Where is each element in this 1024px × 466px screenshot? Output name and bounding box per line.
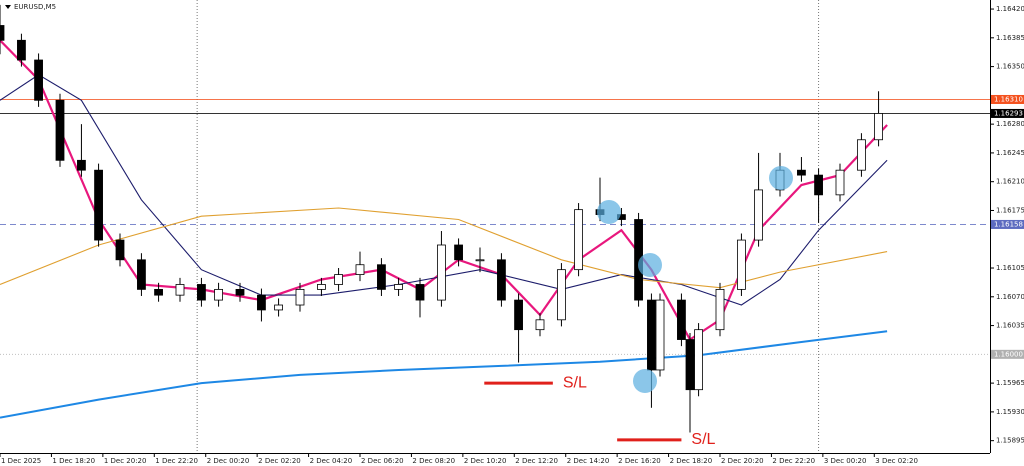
candle-body: [557, 269, 566, 321]
candle-body: [77, 159, 86, 171]
trade-marker: [633, 369, 657, 393]
trade-marker: [769, 166, 793, 190]
candle-body: [835, 169, 845, 196]
candle-body: [317, 284, 326, 290]
candle-body: [94, 169, 103, 241]
y-tick-label: 1.15930: [996, 408, 1024, 416]
candle-body: [0, 25, 5, 41]
candle-body: [355, 264, 365, 275]
moving-average: [0, 330, 888, 419]
y-tick-label: 1.15965: [996, 379, 1024, 387]
y-tick-label: 1.16175: [996, 206, 1024, 214]
y-tick-label: 1.16105: [996, 264, 1024, 272]
candle-body: [694, 329, 703, 391]
candle-body: [647, 299, 656, 371]
y-tick-label: 1.16070: [996, 293, 1024, 301]
x-tick-label: 2 Dec 04:20: [310, 457, 353, 465]
candle-body: [797, 169, 806, 176]
x-tick-label: 2 Dec 14:20: [567, 457, 610, 465]
title-arrow: [5, 5, 11, 9]
candle-body: [257, 294, 266, 311]
candle-body: [154, 288, 163, 296]
candle-body: [535, 319, 545, 331]
candle-body: [857, 139, 866, 171]
candle-body: [754, 189, 763, 241]
y-tick-label: 1.16385: [996, 34, 1024, 42]
candle-body: [394, 284, 403, 290]
y-tick-label: 1.15895: [996, 437, 1024, 445]
x-tick-label: 2 Dec 08:20: [412, 457, 455, 465]
x-tick-label: 2 Dec 12:20: [515, 457, 558, 465]
trade-marker: [597, 200, 621, 224]
stop-loss-label: S/L: [691, 431, 715, 448]
x-tick-label: 2 Dec 06:20: [361, 457, 404, 465]
candle-body: [137, 259, 146, 290]
candle-body: [874, 113, 883, 141]
candle-body: [574, 209, 583, 271]
stop-loss-label: S/L: [563, 374, 587, 391]
price-box-label: 1.16158: [994, 220, 1023, 228]
price-box: [991, 219, 1024, 229]
x-tick-label: 2 Dec 20:20: [721, 457, 764, 465]
candle-body: [295, 288, 305, 306]
candle-body: [677, 299, 686, 340]
candle-body: [475, 259, 485, 262]
y-tick-label: 1.16280: [996, 120, 1024, 128]
candle-body: [55, 99, 65, 161]
candle-body: [437, 244, 446, 301]
trade-marker: [638, 253, 662, 277]
trade-markers: [597, 166, 793, 393]
candle-body: [497, 259, 506, 301]
candle-body: [214, 288, 223, 301]
candle-body: [377, 264, 386, 290]
x-tick-label: 2 Dec 10:20: [464, 457, 507, 465]
x-tick-label: 1 Dec 2025: [1, 457, 41, 465]
y-tick-label: 1.16035: [996, 322, 1024, 330]
y-tick-label: 1.16420: [996, 5, 1024, 13]
price-box-label: 1.16000: [994, 350, 1023, 358]
candle-body: [17, 39, 26, 61]
candle-body: [274, 304, 283, 311]
x-tick-label: 2 Dec 22:20: [772, 457, 815, 465]
x-tick-label: 2 Dec 18:20: [670, 457, 713, 465]
price-box-label: 1.16293: [994, 109, 1023, 117]
moving-average: [0, 207, 888, 289]
candle-body: [415, 284, 425, 301]
price-box: [991, 349, 1024, 359]
candle-body: [334, 274, 343, 285]
candle-body: [235, 288, 245, 296]
candle-body: [814, 174, 823, 196]
candle-body: [454, 244, 463, 261]
x-tick-label: 2 Dec 02:20: [258, 457, 301, 465]
candle-body: [514, 299, 523, 331]
candle-body: [197, 284, 206, 301]
candle-body: [655, 299, 665, 371]
candle-body: [175, 284, 185, 296]
y-tick-label: 1.16210: [996, 178, 1024, 186]
candle-body: [715, 288, 725, 331]
price-box: [991, 108, 1024, 118]
x-tick-label: 1 Dec 22:20: [155, 457, 198, 465]
candle-body: [34, 59, 43, 101]
x-tick-label: 1 Dec 20:20: [104, 457, 147, 465]
candle-body: [685, 339, 695, 391]
candle-body: [737, 239, 746, 290]
x-tick-label: 1 Dec 18:20: [52, 457, 95, 465]
y-tick-label: 1.16245: [996, 149, 1024, 157]
x-tick-label: 3 Dec 02:20: [875, 457, 918, 465]
price-box: [991, 94, 1024, 104]
x-tick-label: 3 Dec 00:20: [824, 457, 867, 465]
price-box-label: 1.16310: [994, 95, 1023, 103]
chart-title: EURUSD,M5: [14, 3, 56, 11]
x-tick-label: 2 Dec 00:20: [207, 457, 250, 465]
y-tick-label: 1.16350: [996, 63, 1024, 71]
x-tick-label: 2 Dec 16:20: [618, 457, 661, 465]
candle-body: [115, 239, 125, 261]
